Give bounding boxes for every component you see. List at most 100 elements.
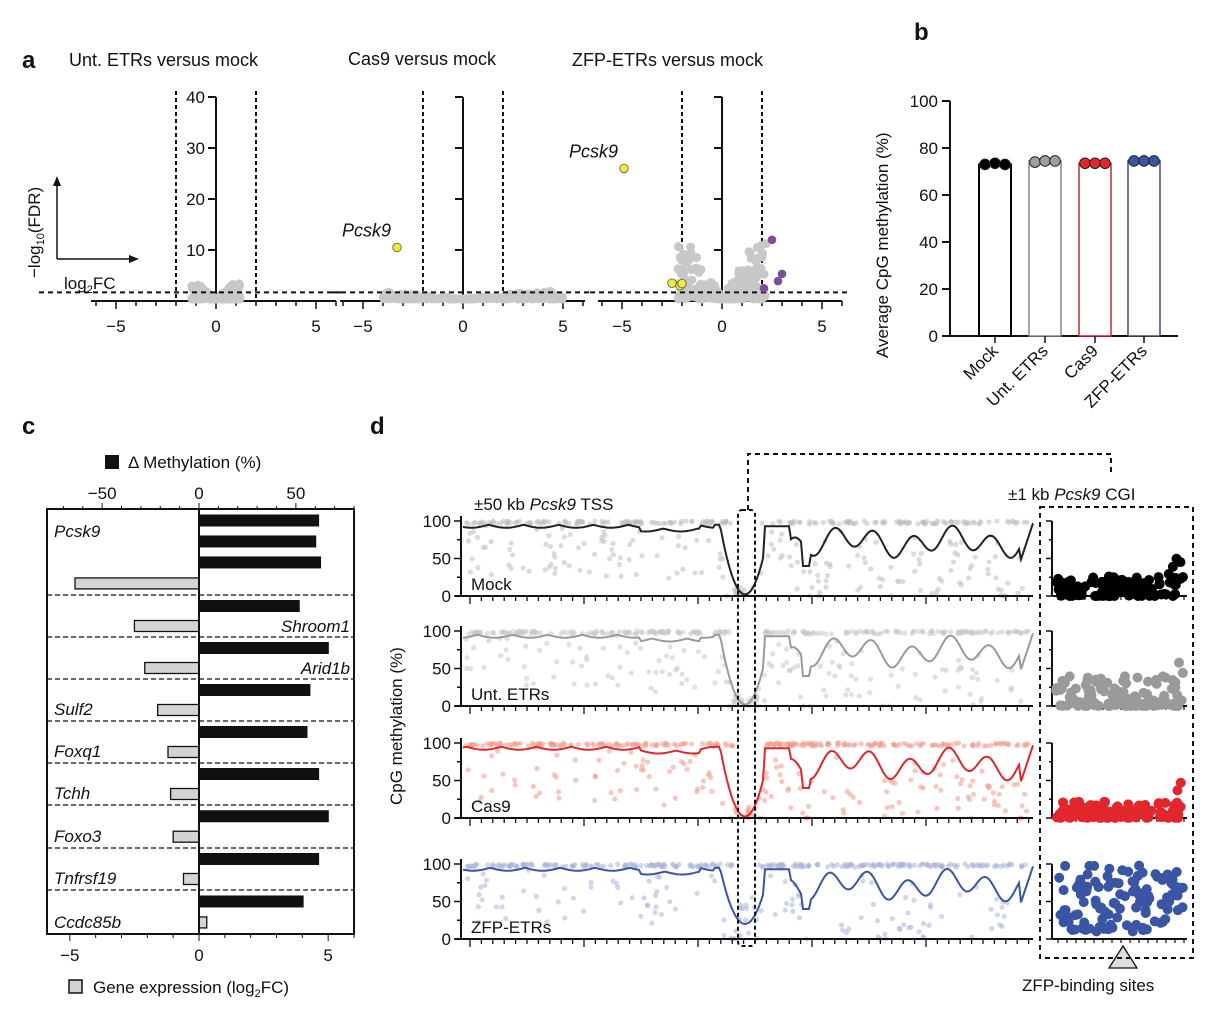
cpg-site-point: [858, 915, 864, 921]
background-gene-point: [225, 294, 235, 304]
cpg-site-point: [966, 575, 972, 581]
cpg-site-point: [589, 741, 595, 747]
gene-row-foxo3: Foxo3: [54, 810, 329, 846]
cpg-site-point: [653, 904, 659, 910]
cpg-site-point: [524, 675, 530, 682]
cpg-site-point: [476, 520, 482, 526]
cpg-site-point: [632, 631, 638, 637]
cpg-site-point: [475, 919, 481, 925]
cpg-site-point: [667, 644, 673, 650]
cpg-site-point: [476, 892, 482, 898]
cpg-site-point: [1018, 863, 1025, 870]
cgi-cpg-point: [1174, 657, 1185, 668]
replicate-point: [999, 158, 1011, 171]
cpg-site-point: [873, 539, 879, 545]
panel-label-a: a: [22, 47, 36, 74]
cpg-site-point: [546, 564, 552, 570]
cpg-site-point: [680, 629, 686, 635]
volcano-title-unt-etrs: Unt. ETRs versus mock: [69, 50, 259, 70]
cpg-site-point: [483, 877, 490, 883]
cgi-cpg-point: [1064, 590, 1075, 601]
cpg-site-point: [631, 863, 638, 869]
cpg-site-point: [826, 643, 833, 649]
cpg-site-point: [769, 629, 776, 635]
background-gene-point: [708, 291, 718, 301]
cpg-site-point: [836, 521, 842, 527]
background-gene-point: [383, 291, 393, 301]
cpg-site-point: [550, 674, 557, 680]
background-gene-point: [757, 252, 767, 262]
cpg-site-point: [921, 519, 927, 525]
cpg-site-point: [603, 573, 610, 579]
cpg-site-point: [916, 929, 922, 935]
cpg-site-point: [950, 559, 957, 565]
cpg-site-point: [970, 863, 977, 869]
cpg-site-point: [906, 925, 912, 931]
cgi-cpg-point: [1140, 907, 1151, 918]
cpg-site-point: [896, 799, 902, 806]
cpg-site-point: [790, 908, 796, 914]
cgi-cpg-point: [1110, 700, 1121, 711]
cpg-site-point: [772, 757, 779, 763]
background-gene-point: [458, 294, 468, 304]
cpg-site-point: [670, 764, 676, 770]
cpg-site-point: [465, 538, 472, 544]
cpg-site-point: [917, 561, 923, 567]
cpg-site-point: [912, 671, 918, 678]
cpg-site-point: [916, 556, 922, 563]
cpg-site-point: [771, 742, 778, 748]
cgi-cpg-point: [1060, 860, 1071, 871]
cpg-site-point: [705, 537, 712, 544]
cgi-cpg-point: [1166, 683, 1177, 694]
cpg-site-point: [969, 631, 975, 637]
cpg-site-point: [678, 742, 684, 748]
cpg-site-point: [653, 786, 659, 792]
cpg-site-point: [673, 667, 679, 673]
cpg-site-point: [637, 645, 644, 651]
cpg-site-point: [929, 590, 935, 597]
cpg-site-point: [592, 797, 598, 803]
cpg-site-point: [715, 669, 721, 675]
cpg-site-point: [841, 742, 848, 748]
cpg-site-point: [634, 519, 640, 525]
methylation-bar: [199, 895, 304, 908]
cpg-site-point: [970, 666, 976, 673]
cpg-site-point: [785, 787, 791, 793]
cpg-site-point: [997, 740, 1003, 747]
cpg-site-point: [896, 741, 903, 748]
cgi-cpg-point: [1123, 799, 1134, 810]
volcano-subplot-0: −5 0 5 10 20 30 40: [39, 88, 344, 336]
cpg-site-point: [811, 629, 817, 636]
legend-swatch-methylation: [105, 455, 119, 469]
cgi-cpg-point: [1175, 801, 1186, 812]
cpg-site-point: [784, 659, 790, 665]
cpg-site-point: [872, 740, 878, 747]
cpg-site-point: [952, 550, 958, 556]
cpg-site-point: [647, 629, 653, 635]
expression-bar: [169, 787, 200, 801]
cgi-cpg-point: [1141, 884, 1152, 895]
x-tick-label: 5: [311, 317, 320, 336]
cpg-site-point: [784, 900, 790, 906]
cpg-site-point: [666, 575, 672, 581]
cpg-site-point: [820, 519, 826, 526]
cpg-site-point: [464, 876, 471, 882]
cpg-site-point: [888, 672, 894, 678]
cpg-site-point: [592, 518, 598, 524]
cpg-site-point: [869, 879, 875, 886]
cpg-site-point: [566, 563, 572, 569]
cpg-site-point: [985, 571, 991, 577]
cgi-cpg-point: [1058, 797, 1069, 808]
cpg-site-point: [846, 863, 852, 869]
background-gene-point: [411, 293, 421, 303]
cpg-site-point: [480, 871, 486, 877]
cpg-site-point: [1001, 913, 1007, 920]
cpg-site-point: [500, 628, 506, 635]
cpg-site-point: [646, 669, 652, 675]
cpg-site-point: [845, 742, 851, 748]
cpg-site-point: [937, 772, 943, 778]
cpg-site-point: [860, 878, 866, 884]
cpg-site-point: [787, 519, 793, 526]
cgi-cpg-point: [1076, 587, 1087, 598]
replicate-point: [1049, 155, 1061, 167]
